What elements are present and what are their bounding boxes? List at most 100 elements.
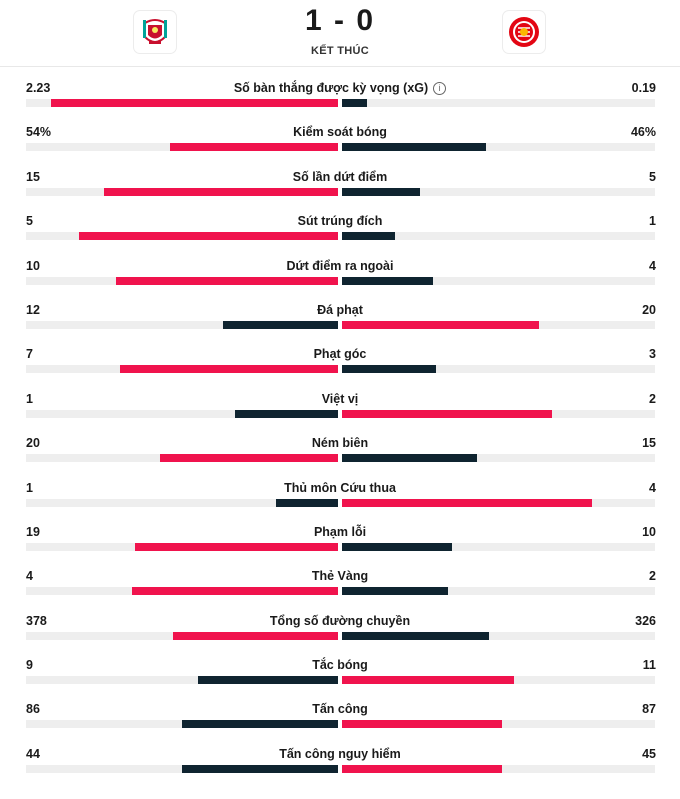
stat-label: Tấn công nguy hiểm: [0, 747, 680, 761]
stat-row: 20 Ném biên 15: [0, 429, 680, 473]
away-stat-value: 0.19: [631, 81, 656, 95]
away-stat-track: [342, 498, 655, 507]
away-stat-bar: [342, 587, 449, 596]
away-stat-bar: [342, 320, 540, 329]
away-stat-value: 3: [649, 347, 656, 362]
home-stat-track: [26, 631, 338, 640]
away-stat-bar: [342, 187, 421, 196]
stat-label-text: Thẻ Vàng: [311, 569, 369, 584]
home-stat-value: 4: [26, 569, 33, 584]
liverpool-crest-icon: [143, 19, 167, 44]
info-icon[interactable]: i: [433, 82, 447, 95]
stat-label: Sút trúng đích: [0, 214, 680, 228]
away-stat-track: [342, 99, 655, 107]
away-stat-track: [342, 676, 655, 685]
match-header: 1 - 0 KẾT THÚC: [0, 0, 680, 67]
stat-row: 9 Tắc bóng 11: [0, 651, 680, 695]
away-stat-bar: [342, 276, 433, 285]
home-stat-bar: [116, 276, 338, 285]
home-stat-track: [26, 720, 338, 729]
away-stat-bar: [342, 365, 436, 374]
stat-label-text: Đá phạt: [317, 302, 363, 317]
home-stat-bar: [197, 676, 338, 685]
home-stat-value: 1: [26, 480, 33, 495]
stat-row: 44 Tấn công nguy hiểm 45: [0, 740, 680, 784]
stat-label-text: Ném biên: [311, 436, 369, 451]
stat-label: Thủ môn Cứu thua: [0, 481, 680, 495]
stat-row: 15 Số lần dứt điểm 5: [0, 163, 680, 207]
stat-label-text: Tắc bóng: [312, 658, 368, 673]
away-stat-track: [342, 720, 655, 729]
home-stat-value: 10: [26, 258, 40, 273]
away-stat-value: 1: [649, 214, 656, 229]
away-stat-track: [342, 631, 655, 640]
stat-label-text: Phạm lỗi: [313, 524, 367, 539]
stat-label-text: Số lần dứt điểm: [292, 169, 388, 184]
stat-label-text: Số bàn thắng được kỳ vọng (xG): [233, 81, 429, 95]
stat-label: Đá phạt: [0, 303, 680, 317]
home-stat-bar: [275, 498, 338, 507]
away-stat-track: [342, 409, 655, 418]
stat-label: Tắc bóng: [0, 658, 680, 672]
away-stat-value: 2: [649, 391, 656, 406]
home-stat-bar: [182, 720, 338, 729]
home-stat-bar: [119, 365, 338, 374]
away-stat-track: [342, 454, 655, 463]
stat-label: Ném biên: [0, 436, 680, 450]
home-stat-value: 12: [26, 302, 40, 317]
away-stat-value: 2: [649, 569, 656, 584]
stat-label-text: Kiểm soát bóng: [293, 125, 387, 140]
away-stat-bar: [342, 409, 552, 418]
stat-row: 12 Đá phạt 20: [0, 296, 680, 340]
away-stat-value: 87: [642, 702, 656, 717]
stat-label-text: Sút trúng đích: [297, 214, 383, 229]
stat-label: Số lần dứt điểm: [0, 170, 680, 184]
away-stat-bar: [342, 143, 486, 152]
home-stat-track: [26, 542, 338, 551]
away-stat-bar: [342, 542, 452, 551]
stat-label: Số bàn thắng được kỳ vọng (xG) i: [0, 81, 680, 95]
away-stat-bar: [342, 232, 396, 241]
home-stat-value: 19: [26, 524, 40, 539]
stat-row: 86 Tấn công 87: [0, 695, 680, 739]
home-team-logo[interactable]: [134, 11, 176, 53]
home-stat-track: [26, 587, 338, 596]
home-stat-value: 378: [26, 613, 47, 628]
away-team-logo[interactable]: [503, 11, 545, 53]
away-stat-value: 5: [649, 169, 656, 184]
home-stat-track: [26, 143, 338, 152]
away-stat-bar: [342, 99, 368, 107]
away-stat-value: 326: [635, 613, 656, 628]
stat-label: Thẻ Vàng: [0, 569, 680, 583]
home-stat-bar: [172, 631, 338, 640]
home-stat-value: 7: [26, 347, 33, 362]
home-stat-bar: [235, 409, 338, 418]
away-stat-value: 11: [642, 658, 656, 673]
away-stat-track: [342, 542, 655, 551]
stat-label: Kiểm soát bóng: [0, 125, 680, 139]
stat-label-text: Phạt góc: [313, 347, 367, 362]
home-stat-track: [26, 498, 338, 507]
home-stat-value: 9: [26, 658, 33, 673]
brentford-crest-icon: [509, 17, 539, 47]
stat-row: 1 Thủ môn Cứu thua 4: [0, 474, 680, 518]
stat-label-text: Tấn công nguy hiểm: [279, 746, 401, 761]
home-stat-bar: [169, 143, 338, 152]
away-stat-value: 4: [649, 258, 656, 273]
stat-label-text: Dứt điểm ra ngoài: [286, 258, 394, 273]
away-stat-track: [342, 276, 655, 285]
home-stat-bar: [50, 99, 338, 107]
match-status: KẾT THÚC: [310, 45, 369, 57]
stat-label: Tổng số đường chuyền: [0, 614, 680, 628]
home-stat-track: [26, 365, 338, 374]
home-stat-bar: [160, 454, 338, 463]
home-stat-value: 86: [26, 702, 40, 717]
away-stat-value: 45: [642, 746, 656, 761]
away-stat-track: [342, 365, 655, 374]
away-stat-track: [342, 187, 655, 196]
away-stat-bar: [342, 720, 502, 729]
stat-row: 7 Phạt góc 3: [0, 340, 680, 384]
stat-label-text: Tổng số đường chuyền: [269, 613, 411, 628]
away-stat-track: [342, 587, 655, 596]
away-stat-bar: [342, 498, 593, 507]
